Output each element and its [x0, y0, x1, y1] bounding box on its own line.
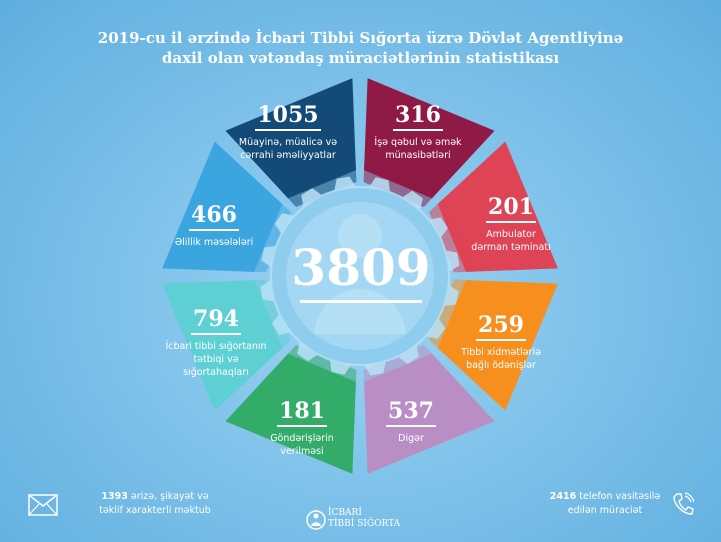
center-disc-inner — [286, 202, 434, 350]
footer-calls-desc-1: telefon vasitəsilə — [579, 491, 661, 502]
segment-label-line: İşə qəbul və əmək — [374, 137, 462, 148]
segment-text-treatment: 1055 Müayinə, müalicə və cərrahi əməliyy… — [238, 102, 338, 162]
logo-line-1: İCBARİ — [328, 508, 362, 518]
segment-value: 537 — [386, 398, 436, 427]
segment-value: 466 — [189, 202, 239, 231]
segment-text-other: 537 Digər — [368, 398, 454, 445]
footer-letters-count: 1393 — [101, 491, 128, 502]
segment-label-line: Ambulator — [486, 229, 536, 240]
segment-label-line: Göndərişlərin — [270, 433, 334, 444]
segment-label: Əlillik məsələləri — [166, 236, 262, 249]
segment-text-outpatient: 201 Ambulator dərman təminatı — [468, 194, 554, 254]
logo-text: İCBARİ TİBBİ SIĞORTA — [328, 508, 400, 530]
logo-line-2: TİBBİ SIĞORTA — [328, 519, 401, 529]
footer-letters-text: 1393 ərizə, şikayət və təklif xarakterli… — [70, 490, 240, 518]
total-value: 3809 — [291, 238, 431, 297]
segment-label: Müayinə, müalicə və cərrahi əməliyyatlar — [238, 136, 338, 162]
center-person-head — [338, 214, 382, 258]
title-line-2: daxil olan vətəndaş müraciətlərinin stat… — [161, 49, 560, 67]
segment-value: 181 — [277, 398, 327, 427]
segment-label-line: bağlı ödənişlər — [466, 360, 536, 371]
segment-other — [364, 353, 495, 474]
segment-label-line: Digər — [398, 433, 424, 444]
phone-icon — [673, 492, 694, 515]
envelope-icon — [28, 494, 58, 516]
segment-label-line: Əlillik məsələləri — [174, 237, 254, 248]
segment-text-disability: 466 Əlillik məsələləri — [166, 202, 262, 249]
segment-label: Digər — [368, 432, 454, 445]
page-title: 2019-cu il ərzində İcbari Tibbi Sığorta … — [0, 28, 721, 68]
segment-inner-outpatient — [428, 198, 474, 273]
segment-label-line: tətbiqi və — [193, 354, 239, 365]
segment-value: 316 — [393, 102, 443, 131]
segment-text-referrals: 181 Göndərişlərin verilməsi — [254, 398, 350, 458]
footer-calls-count: 2416 — [549, 491, 577, 502]
footer-letters-line-1: 1393 ərizə, şikayət və — [70, 490, 240, 504]
logo-icon — [306, 510, 326, 530]
segment-disability — [162, 141, 283, 272]
segment-text-employment: 316 İşə qəbul və əmək münasibətləri — [370, 102, 466, 162]
segment-label-line: münasibətləri — [385, 150, 451, 161]
segment-value: 201 — [486, 194, 536, 223]
segment-payments — [437, 280, 558, 411]
segment-label-line: sığortahaqları — [183, 367, 249, 378]
title-line-1: 2019-cu il ərzində İcbari Tibbi Sığorta … — [97, 29, 624, 47]
segment-inner-insurance — [246, 279, 292, 354]
footer-letters-desc-2: təklif xarakterli məktub — [99, 505, 211, 516]
segment-inner-other — [363, 344, 438, 390]
footer-calls-text: 2416 telefon vasitəsilə edilən müraciət — [540, 490, 670, 518]
segment-label-line: Tibbi xidmətlərlə — [461, 347, 541, 358]
segment-value: 259 — [476, 312, 526, 341]
segment-value: 1055 — [255, 102, 321, 131]
segment-insurance — [162, 280, 283, 411]
footer-calls-desc-2: edilən müraciət — [567, 505, 643, 516]
segment-outpatient — [437, 141, 558, 272]
segment-label: İşə qəbul və əmək münasibətləri — [370, 136, 466, 162]
segment-value: 794 — [191, 306, 241, 335]
segment-referrals — [225, 353, 356, 474]
segment-label: Tibbi xidmətlərlə bağlı ödənişlər — [458, 346, 544, 372]
segment-label-line: verilməsi — [280, 446, 324, 457]
segment-label-line: cərrahi əməliyyatlar — [240, 150, 336, 161]
segment-label: Göndərişlərin verilməsi — [254, 432, 350, 458]
segment-treatment — [225, 78, 356, 199]
total-underline — [300, 300, 422, 303]
segment-label: İcbari tibbi sığortanın tətbiqi və sığor… — [160, 340, 272, 379]
segment-label-line: dərman təminatı — [471, 242, 551, 253]
agency-logo: İCBARİ TİBBİ SIĞORTA — [306, 506, 416, 536]
segment-label-line: Müayinə, müalicə və — [238, 137, 338, 148]
segment-text-payments: 259 Tibbi xidmətlərlə bağlı ödənişlər — [458, 312, 544, 372]
segment-label: Ambulator dərman təminatı — [468, 228, 554, 254]
segment-label-line: İcbari tibbi sığortanın — [165, 341, 267, 352]
segment-employment — [364, 78, 495, 199]
footer-letters-desc-1: ərizə, şikayət və — [130, 491, 209, 502]
segment-inner-treatment — [282, 162, 357, 208]
footer-calls-line-1: 2416 telefon vasitəsilə — [540, 490, 670, 504]
segment-text-insurance: 794 İcbari tibbi sığortanın tətbiqi və s… — [160, 306, 272, 379]
